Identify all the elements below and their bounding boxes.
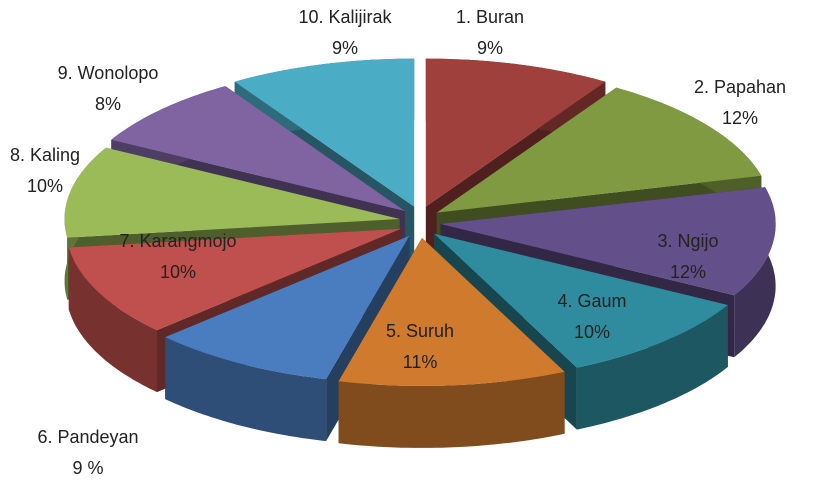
slice-value-label: 10%: [160, 262, 196, 282]
slice-top: [111, 86, 405, 211]
slice-value-label: 11%: [403, 352, 438, 372]
slice-top: [434, 233, 728, 368]
slice-value-label: 9%: [477, 38, 503, 58]
slice-label: 5. Suruh: [386, 321, 454, 341]
slice-top: [165, 235, 410, 380]
slice-top: [338, 237, 565, 386]
slice-top: [68, 228, 402, 331]
slice-side: [68, 247, 157, 393]
slice: [338, 237, 565, 448]
slice-label: 8. Kaling: [10, 145, 80, 165]
slice-label: 10. Kalijirak: [298, 7, 392, 27]
slice-top: [234, 58, 415, 207]
slice-value-label: 9%: [332, 38, 358, 58]
slice-label: 1. Buran: [456, 7, 524, 27]
slice-label: 3. Ngijo: [657, 231, 718, 251]
slice-top: [425, 58, 606, 207]
slice-label: 7. Karangmojo: [119, 231, 236, 251]
slice-value-label: 12%: [670, 262, 706, 282]
slice-value-label: 8%: [95, 94, 121, 114]
slice-label: 6. Pandeyan: [37, 427, 138, 447]
slice-label: 9. Wonolopo: [58, 63, 159, 83]
slice-value-label: 9 %: [72, 458, 103, 478]
slice-top: [64, 147, 400, 238]
slice-top: [436, 87, 762, 213]
slice-label: 4. Gaum: [557, 291, 626, 311]
slice-value-label: 12%: [722, 108, 758, 128]
slice-side: [338, 371, 565, 448]
slice-side: [165, 337, 327, 442]
slice-label: 2. Papahan: [694, 77, 786, 97]
slice-side: [576, 305, 728, 430]
slice-value-label: 10%: [27, 176, 63, 196]
slice-top: [440, 187, 776, 296]
slice-value-label: 10%: [574, 322, 610, 342]
